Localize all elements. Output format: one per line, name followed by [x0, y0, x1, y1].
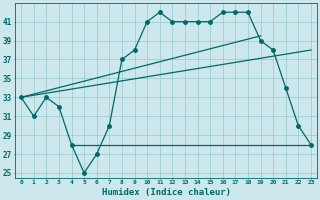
X-axis label: Humidex (Indice chaleur): Humidex (Indice chaleur): [101, 188, 230, 197]
